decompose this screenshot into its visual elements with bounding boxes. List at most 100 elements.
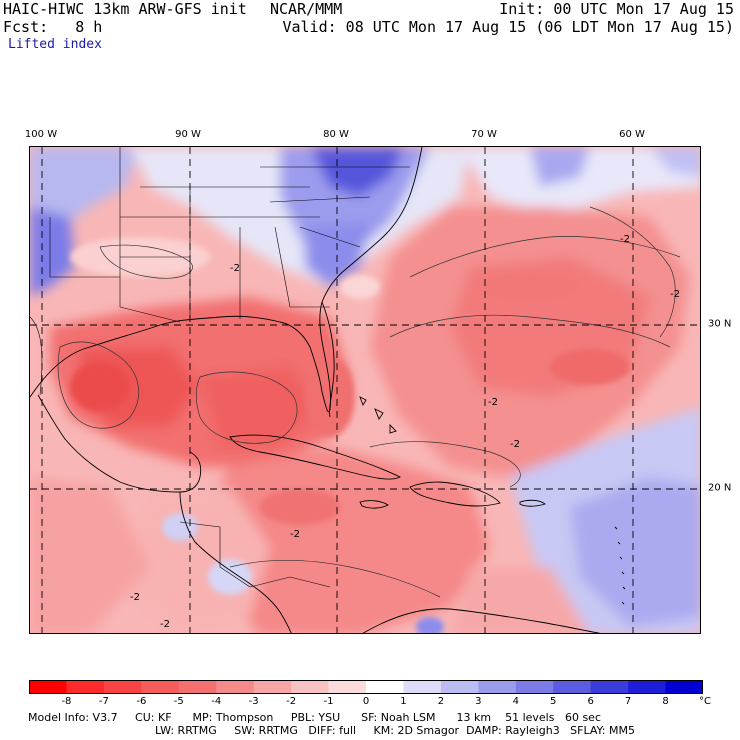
init-time: Init: 00 UTC Mon 17 Aug 15 bbox=[499, 0, 734, 18]
contour-gulf-central bbox=[195, 371, 298, 444]
border-arkansas bbox=[119, 217, 190, 307]
colorbar-swatch bbox=[478, 680, 517, 694]
colorbar-unit: °C bbox=[699, 696, 711, 707]
colorbar-swatch bbox=[665, 680, 703, 694]
contour-label: -2 bbox=[510, 439, 520, 450]
field-red-caribbean-blob bbox=[260, 489, 340, 525]
valid-time: Valid: 08 UTC Mon 17 Aug 15 (06 LDT Mon … bbox=[282, 18, 734, 36]
contour-atlantic-north bbox=[409, 236, 681, 278]
lon-label-70w: 70 W bbox=[471, 129, 497, 140]
contour-label: -2 bbox=[670, 289, 680, 300]
coastline-mexico bbox=[37, 394, 202, 493]
coastline-bahamas-2 bbox=[374, 408, 384, 420]
field-blue-south-blob bbox=[416, 617, 444, 633]
field-blue-east-caribbean-core bbox=[570, 477, 700, 627]
contour-caribbean-south bbox=[229, 559, 441, 598]
coastline-jamaica bbox=[359, 500, 389, 509]
colorbar-tick-label: 7 bbox=[624, 696, 632, 707]
org-name: NCAR/MMM bbox=[270, 0, 343, 18]
colorbar-swatch bbox=[328, 680, 367, 694]
colorbar-tick-label: -3 bbox=[248, 696, 259, 707]
contour-atlantic-east bbox=[589, 206, 676, 338]
colorbar-swatch bbox=[590, 680, 629, 694]
lon-label-90w: 90 W bbox=[175, 129, 201, 140]
colorbar-tick-label: -4 bbox=[211, 696, 222, 707]
field-dark-blue-northeast bbox=[310, 147, 405, 197]
colorbar-tick-label: 0 bbox=[362, 696, 370, 707]
coastline-bahamas-1 bbox=[359, 396, 367, 407]
border-guatemala bbox=[179, 521, 251, 588]
field-blue-west bbox=[30, 207, 75, 297]
coastline-cuba bbox=[229, 434, 402, 480]
coastline-florida bbox=[321, 301, 335, 418]
coastline-hispaniola bbox=[409, 481, 501, 507]
colorbar-tick-label: 6 bbox=[587, 696, 594, 707]
colorbar-tick-label: 5 bbox=[550, 696, 557, 707]
coastline-south-america bbox=[362, 608, 601, 633]
border-texas-oklahoma bbox=[49, 217, 120, 278]
colorbar-swatch bbox=[29, 680, 67, 694]
colorbar-tick-label: 3 bbox=[475, 696, 482, 707]
field-pink-florida-ridge bbox=[340, 275, 380, 299]
field-red-texas-blob bbox=[70, 362, 130, 412]
colorbar-tick-label: -1 bbox=[323, 696, 334, 707]
field-blue-carolinas bbox=[305, 222, 370, 287]
field-blue-yucatan-blob bbox=[162, 513, 198, 541]
forecast-hour: Fcst: 8 h bbox=[3, 18, 103, 36]
coastlines bbox=[30, 147, 626, 633]
model-info-line-2: LW: RRTMG SW: RRTMG DIFF: full KM: 2D Sm… bbox=[155, 724, 635, 737]
lon-label-60w: 60 W bbox=[619, 129, 645, 140]
state-borders bbox=[30, 147, 410, 588]
contour-label: -2 bbox=[130, 592, 140, 603]
colorbar bbox=[29, 680, 703, 694]
colorbar-swatch bbox=[403, 680, 442, 694]
contour-label: -2 bbox=[488, 397, 498, 408]
colorbar-swatch bbox=[103, 680, 142, 694]
colorbar-tick-label: -2 bbox=[286, 696, 297, 707]
colorbar-tick-label: -7 bbox=[98, 696, 109, 707]
contour-central-us bbox=[99, 244, 193, 279]
colorbar-swatch bbox=[253, 680, 292, 694]
lon-label-100w: 100 W bbox=[24, 129, 58, 140]
model-title: HAIC-HIWC 13km ARW-GFS init bbox=[3, 0, 247, 18]
colorbar-tick-label: -6 bbox=[136, 696, 147, 707]
colorbar-tick-label: 1 bbox=[400, 696, 407, 707]
contour-label-group: -2 -2 -2 -2 -2 -2 -2 -2 bbox=[130, 234, 680, 630]
field-blue-atlantic-east bbox=[650, 147, 700, 177]
colorbar-outline bbox=[29, 680, 703, 694]
field-blue-guatemala-blob bbox=[208, 559, 252, 595]
contour-label: -2 bbox=[230, 263, 240, 274]
graticule bbox=[30, 147, 700, 633]
border-mexico-us bbox=[30, 316, 43, 396]
colorbar-tick-label: 4 bbox=[512, 696, 519, 707]
field-pink-central-america bbox=[120, 487, 270, 633]
model-info-line-1: Model Info: V3.7 CU: KF MP: Thompson PBL… bbox=[28, 711, 601, 724]
field-red-gulf-center bbox=[200, 367, 320, 447]
colorbar-swatch bbox=[66, 680, 105, 694]
contour-lines bbox=[57, 206, 681, 598]
field-red-atlantic-blob-2 bbox=[480, 273, 580, 301]
contour-atlantic-mid bbox=[389, 314, 671, 348]
field-name: Lifted index bbox=[8, 37, 102, 52]
lifted-index-map: -2 -2 -2 -2 -2 -2 -2 -2 bbox=[29, 146, 701, 634]
colorbar-tick-label: -5 bbox=[173, 696, 184, 707]
border-louisiana bbox=[119, 306, 181, 323]
contour-label: -2 bbox=[290, 529, 300, 540]
map-canvas: -2 -2 -2 -2 -2 -2 -2 -2 bbox=[30, 147, 700, 633]
colorbar-swatch bbox=[553, 680, 592, 694]
border-honduras bbox=[249, 576, 331, 588]
coastline-bahamas-3 bbox=[389, 423, 397, 434]
colorbar-swatch bbox=[628, 680, 667, 694]
contour-label: -2 bbox=[620, 234, 630, 245]
colorbar-swatch bbox=[440, 680, 479, 694]
field-light-atlantic-north bbox=[460, 147, 700, 217]
colorbar-swatch bbox=[291, 680, 330, 694]
colorbar-tick-label: 8 bbox=[662, 696, 669, 707]
colorbar-tick-label: 2 bbox=[437, 696, 445, 707]
colorbar-swatch bbox=[216, 680, 255, 694]
coastline-lesser-antilles bbox=[614, 526, 626, 605]
coastline-yucatan bbox=[179, 491, 292, 633]
colorbar-swatch bbox=[141, 680, 180, 694]
field-red-atlantic-blob-1 bbox=[550, 349, 630, 385]
coastline-puerto-rico bbox=[519, 499, 546, 507]
